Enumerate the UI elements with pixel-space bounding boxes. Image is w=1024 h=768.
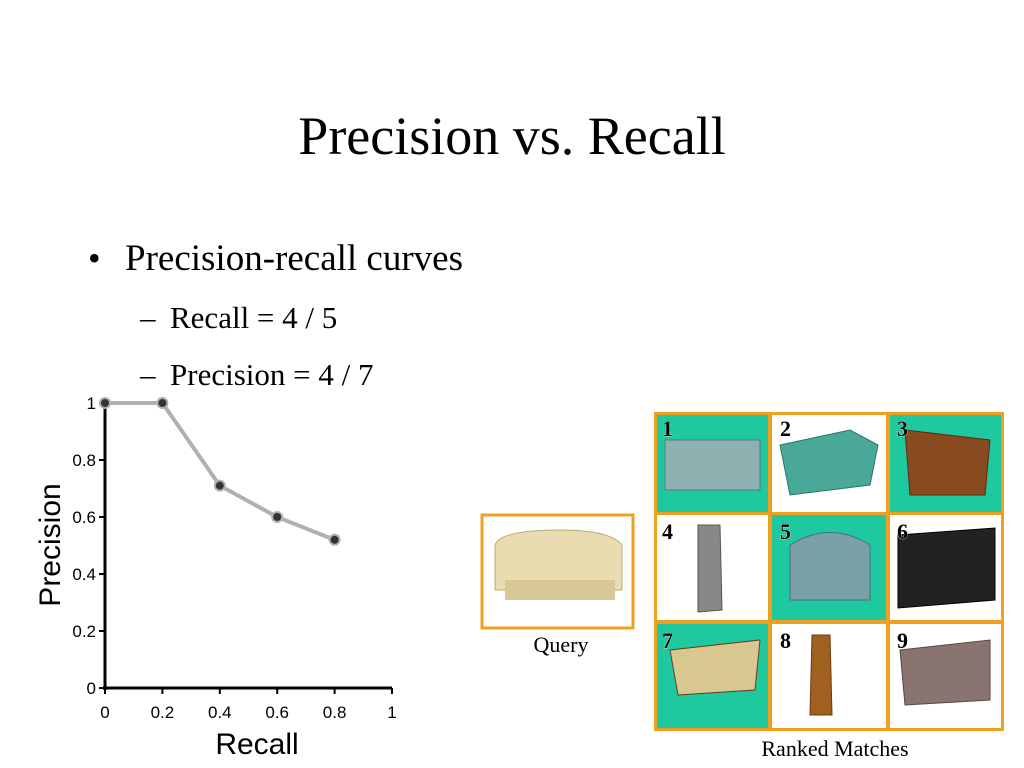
point bbox=[213, 479, 226, 492]
match-rank: 2 bbox=[780, 416, 791, 441]
item-image bbox=[897, 527, 996, 609]
item-image bbox=[904, 429, 991, 496]
y-tick-label: 0.4 bbox=[72, 565, 96, 584]
item-image bbox=[779, 429, 879, 496]
sofa-image bbox=[494, 529, 623, 591]
sub-bullet-text: Precision = 4 / 7 bbox=[170, 357, 373, 392]
y-tick-label: 0.8 bbox=[72, 451, 96, 470]
y-tick-label: 0.2 bbox=[72, 622, 96, 641]
sub-bullet-dash: – bbox=[139, 357, 156, 392]
match-rank: 8 bbox=[780, 628, 791, 653]
bullet-dot: • bbox=[88, 238, 101, 278]
query-label: Query bbox=[534, 632, 589, 657]
y-tick-label: 0 bbox=[87, 679, 96, 698]
x-tick-label: 0 bbox=[100, 703, 109, 722]
line bbox=[105, 401, 336, 542]
item-image bbox=[899, 639, 991, 706]
match-rank: 9 bbox=[897, 628, 908, 653]
y-axis-label: Precision bbox=[34, 483, 67, 606]
item-image bbox=[669, 639, 761, 696]
match-rank: 6 bbox=[897, 519, 908, 544]
point bbox=[156, 397, 169, 409]
x-tick-label: 0.8 bbox=[323, 703, 347, 722]
point bbox=[99, 397, 111, 409]
sofa-seat bbox=[505, 580, 615, 600]
sub-bullet-text: Recall = 4 / 5 bbox=[170, 300, 337, 335]
x-tick-label: 0.4 bbox=[208, 703, 232, 722]
x-axis-label: Recall bbox=[215, 728, 298, 761]
slide-title: Precision vs. Recall bbox=[298, 106, 725, 166]
y-tick-label: 1 bbox=[87, 394, 96, 413]
x-tick-label: 1 bbox=[387, 703, 396, 722]
x-tick-label: 0.6 bbox=[265, 703, 289, 722]
match-rank: 7 bbox=[662, 628, 673, 653]
match-rank: 3 bbox=[897, 416, 908, 441]
point bbox=[328, 533, 341, 546]
point bbox=[271, 511, 284, 523]
matches-grid: 1 2 3 4 5 6 7 8 9 Ranked Matches bbox=[654, 412, 1004, 761]
match-rank: 5 bbox=[780, 519, 791, 544]
match-rank: 4 bbox=[662, 519, 673, 544]
match-rank: 1 bbox=[662, 416, 673, 441]
query-figure: Query bbox=[480, 513, 635, 657]
bullet-text: Precision-recall curves bbox=[125, 238, 463, 279]
y-tick-label: 0.6 bbox=[72, 508, 96, 527]
item-image bbox=[809, 634, 833, 716]
item-image bbox=[664, 439, 761, 491]
item-image bbox=[789, 532, 871, 601]
matches-label: Ranked Matches bbox=[761, 736, 908, 761]
chart: Recall Precision 0 0.2 0.4 0.6 0.8 1 0 0.2 0.4 0.… bbox=[34, 394, 397, 761]
sub-bullet-dash: – bbox=[139, 300, 156, 335]
x-tick-label: 0.2 bbox=[151, 703, 175, 722]
item-image bbox=[697, 524, 723, 613]
